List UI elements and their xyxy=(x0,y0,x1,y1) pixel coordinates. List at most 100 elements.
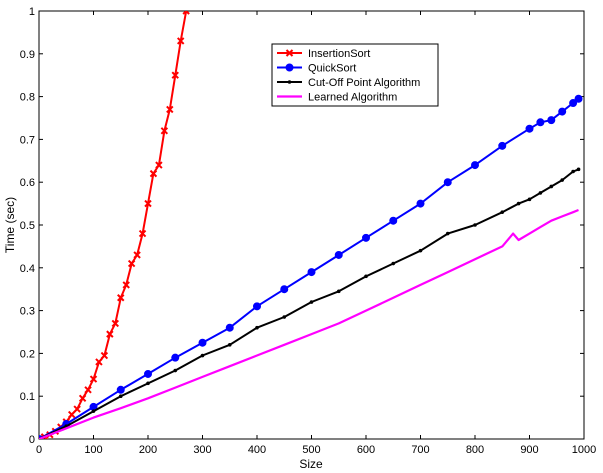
data-point xyxy=(516,201,521,206)
y-tick-label: 0.4 xyxy=(20,263,35,275)
x-tick-label: 0 xyxy=(36,444,42,456)
data-point xyxy=(336,289,341,294)
data-point xyxy=(171,353,180,362)
x-tick-label: 1000 xyxy=(572,444,596,456)
legend-label: Learned Algorithm xyxy=(308,92,397,104)
y-axis-title: Time (sec) xyxy=(3,197,17,253)
data-point xyxy=(574,94,583,103)
data-point xyxy=(443,178,452,187)
data-point xyxy=(176,37,185,45)
data-point xyxy=(155,161,163,169)
data-point xyxy=(418,248,423,253)
series-line xyxy=(39,208,579,439)
data-point xyxy=(549,184,554,189)
data-point xyxy=(364,274,368,279)
data-point xyxy=(127,259,136,268)
data-point xyxy=(116,385,125,394)
data-point xyxy=(255,325,259,330)
data-point xyxy=(576,167,581,172)
y-tick-label: 0.7 xyxy=(20,134,35,146)
data-point xyxy=(149,169,158,178)
y-tick-label: 0.3 xyxy=(20,306,35,318)
data-point xyxy=(118,394,123,399)
legend-label: InsertionSort xyxy=(308,48,370,60)
data-point xyxy=(500,210,505,214)
data-point xyxy=(171,71,179,79)
data-point xyxy=(445,231,450,236)
x-tick-label: 200 xyxy=(139,444,157,456)
legend-label: Cut-Off Point Algorithm xyxy=(308,77,420,89)
series-1 xyxy=(39,94,583,439)
y-axis: 0 0.1 0.2 0.3 0.4 0.5 0.6 0.7 0.8 0.9 1 xyxy=(20,6,584,446)
data-point xyxy=(89,375,98,383)
y-tick-label: 0.8 xyxy=(20,92,35,104)
data-point xyxy=(280,285,289,294)
data-point xyxy=(527,197,532,202)
data-point xyxy=(282,315,287,319)
data-point xyxy=(200,353,205,358)
legend-entry: InsertionSort xyxy=(277,48,370,60)
series-0 xyxy=(39,11,190,439)
data-point xyxy=(73,405,81,413)
data-point xyxy=(569,99,578,108)
data-point xyxy=(67,410,76,419)
x-tick-label: 900 xyxy=(520,444,538,456)
data-point xyxy=(122,281,130,289)
data-point xyxy=(473,223,477,227)
data-point xyxy=(95,358,103,366)
data-point xyxy=(227,343,232,347)
y-tick-label: 0.1 xyxy=(20,391,35,403)
x-axis-title: Size xyxy=(299,457,323,471)
y-tick-label: 0 xyxy=(29,434,35,446)
data-point xyxy=(471,161,479,170)
data-point xyxy=(525,124,534,133)
data-point xyxy=(106,330,114,338)
data-point xyxy=(117,294,125,302)
x-axis: 0 100 200 300 400 500 600 700 800 900 1000 xyxy=(36,11,596,456)
y-tick-label: 0.2 xyxy=(20,348,35,360)
legend-entry: QuickSort xyxy=(277,63,356,75)
data-point xyxy=(138,229,147,238)
legend-marker xyxy=(287,80,292,84)
data-point xyxy=(146,381,150,386)
data-point xyxy=(536,118,545,127)
legend-entry: Learned Algorithm xyxy=(277,92,397,104)
data-point xyxy=(144,369,152,378)
data-point xyxy=(498,141,507,150)
legend-marker xyxy=(285,49,294,57)
data-point xyxy=(91,409,96,413)
y-tick-label: 0.6 xyxy=(20,177,35,189)
x-tick-label: 600 xyxy=(357,444,375,456)
x-tick-label: 500 xyxy=(302,444,320,456)
x-tick-label: 400 xyxy=(248,444,266,456)
data-point xyxy=(111,319,120,328)
legend-marker xyxy=(285,63,294,72)
data-point xyxy=(78,394,87,403)
data-point xyxy=(166,105,174,114)
data-point xyxy=(144,199,152,208)
data-point xyxy=(547,116,556,125)
data-point xyxy=(253,302,261,311)
x-tick-label: 800 xyxy=(466,444,484,456)
data-point xyxy=(182,11,190,15)
x-tick-label: 700 xyxy=(411,444,429,456)
data-point xyxy=(100,351,109,360)
data-point xyxy=(538,191,543,195)
x-tick-label: 100 xyxy=(84,444,102,456)
series-3 xyxy=(39,208,579,439)
data-point xyxy=(416,199,425,208)
series-2 xyxy=(39,167,581,439)
data-point xyxy=(84,386,92,394)
data-point xyxy=(173,368,178,373)
y-tick-label: 0.9 xyxy=(20,49,35,61)
data-point xyxy=(160,127,169,135)
data-point xyxy=(362,233,370,242)
data-point xyxy=(225,323,234,332)
y-tick-label: 0.5 xyxy=(20,220,35,232)
data-point xyxy=(307,268,316,277)
data-point xyxy=(560,178,564,182)
x-tick-label: 300 xyxy=(193,444,211,456)
series-layer xyxy=(39,11,583,439)
legend-label: QuickSort xyxy=(308,63,356,75)
